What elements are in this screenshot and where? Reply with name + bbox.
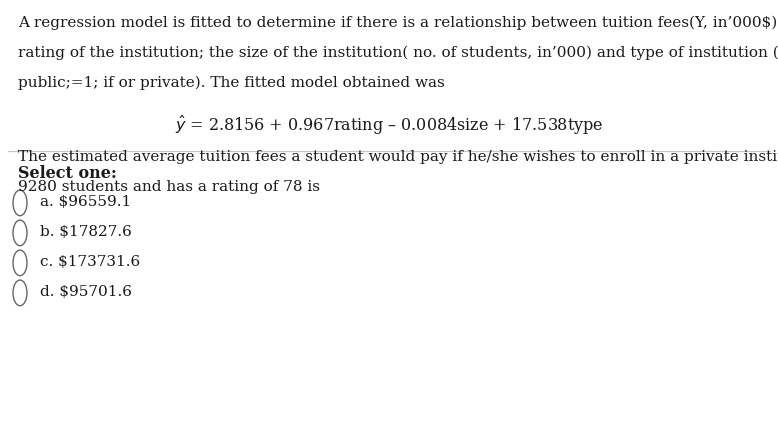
Text: Select one:: Select one: — [18, 165, 117, 182]
Text: d. $95701.6: d. $95701.6 — [40, 285, 132, 299]
Text: b. $17827.6: b. $17827.6 — [40, 225, 132, 239]
Text: rating of the institution; the size of the institution( no. of students, in’000): rating of the institution; the size of t… — [18, 46, 778, 60]
Text: The estimated average tuition fees a student would pay if he/she wishes to enrol: The estimated average tuition fees a stu… — [18, 150, 778, 164]
Text: c. $173731.6: c. $173731.6 — [40, 255, 140, 269]
Text: 9280 students and has a rating of 78 is: 9280 students and has a rating of 78 is — [18, 180, 320, 194]
Text: a. $96559.1: a. $96559.1 — [40, 195, 131, 209]
Text: public;=1; if or private). The fitted model obtained was: public;=1; if or private). The fitted mo… — [18, 76, 445, 91]
Text: A regression model is fitted to determine if there is a relationship between tui: A regression model is fitted to determin… — [18, 16, 778, 31]
Text: $\hat{y}$ = 2.8156 + 0.967rating – 0.0084size + 17.538type: $\hat{y}$ = 2.8156 + 0.967rating – 0.008… — [175, 114, 603, 137]
